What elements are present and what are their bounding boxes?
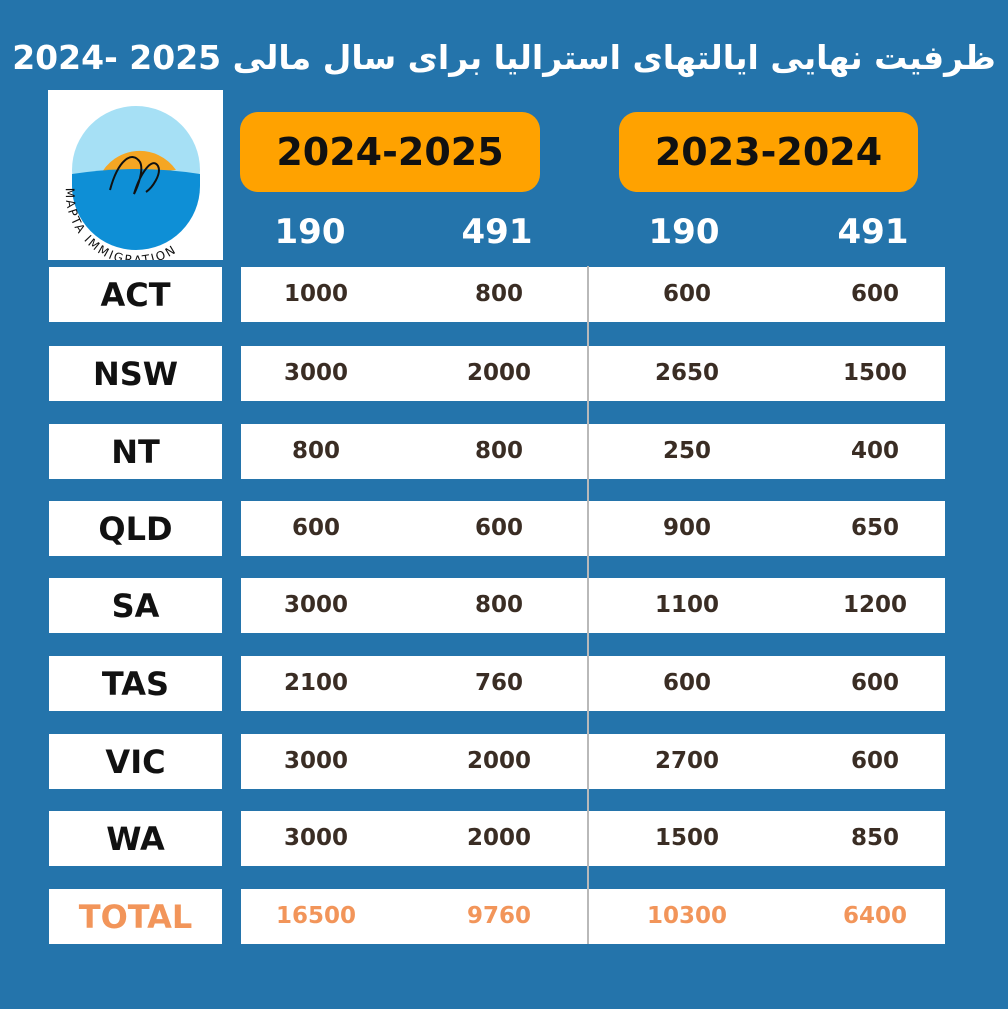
value-cell: 1500 [842, 360, 907, 386]
value-cell: 600 [291, 515, 340, 541]
value-cell: 3000 [283, 825, 348, 851]
table-row: 3000 2000 2700 600 [241, 734, 945, 789]
total-cell: 6400 [842, 903, 907, 929]
total-label: TOTAL [49, 889, 222, 944]
value-cell: 3000 [283, 592, 348, 618]
page-title: ظرفیت نهایی ایالتهای استرالیا برای سال م… [12, 38, 996, 77]
state-label: TAS [49, 656, 222, 711]
value-cell: 2100 [283, 670, 348, 696]
column-divider [587, 266, 589, 944]
value-cell: 600 [850, 281, 899, 307]
value-cell: 2000 [466, 825, 531, 851]
value-cell: 2650 [654, 360, 719, 386]
subclass-190-2023-2024: 190 [648, 212, 720, 252]
state-label: NSW [49, 346, 222, 401]
value-cell: 650 [850, 515, 899, 541]
table-row: 3000 800 1100 1200 [241, 578, 945, 633]
value-cell: 3000 [283, 360, 348, 386]
value-cell: 600 [850, 670, 899, 696]
value-cell: 1500 [654, 825, 719, 851]
total-cell: 16500 [275, 903, 357, 929]
value-cell: 800 [291, 438, 340, 464]
value-cell: 600 [662, 670, 711, 696]
subclass-491-2024-2025: 491 [461, 212, 533, 252]
logo: MAPTA IMMIGRATION [48, 90, 223, 267]
value-cell: 800 [474, 438, 523, 464]
state-label: WA [49, 811, 222, 866]
value-cell: 3000 [283, 748, 348, 774]
value-cell: 760 [474, 670, 523, 696]
state-label: SA [49, 578, 222, 633]
mapta-logo-icon: MAPTA IMMIGRATION [63, 106, 200, 267]
table-row: 3000 2000 2650 1500 [241, 346, 945, 401]
value-cell: 1200 [842, 592, 907, 618]
value-cell: 900 [662, 515, 711, 541]
year-2023-2024-header: 2023-2024 [619, 112, 918, 192]
state-label: VIC [49, 734, 222, 789]
value-cell: 400 [850, 438, 899, 464]
table-row: 2100 760 600 600 [241, 656, 945, 711]
value-cell: 1000 [283, 281, 348, 307]
state-label: QLD [49, 501, 222, 556]
value-cell: 800 [474, 281, 523, 307]
total-cell: 9760 [466, 903, 531, 929]
total-cell: 10300 [646, 903, 728, 929]
value-cell: 250 [662, 438, 711, 464]
value-cell: 800 [474, 592, 523, 618]
value-cell: 2000 [466, 748, 531, 774]
value-cell: 850 [850, 825, 899, 851]
subclass-491-2023-2024: 491 [837, 212, 909, 252]
total-row: 16500 9760 10300 6400 [241, 889, 945, 944]
subclass-190-2024-2025: 190 [274, 212, 346, 252]
table-row: 600 600 900 650 [241, 501, 945, 556]
table-row: 3000 2000 1500 850 [241, 811, 945, 866]
state-label: ACT [49, 267, 222, 322]
value-cell: 600 [850, 748, 899, 774]
table-row: 800 800 250 400 [241, 424, 945, 479]
value-cell: 1100 [654, 592, 719, 618]
value-cell: 600 [474, 515, 523, 541]
state-label: NT [49, 424, 222, 479]
value-cell: 2700 [654, 748, 719, 774]
value-cell: 2000 [466, 360, 531, 386]
year-2024-2025-header: 2024-2025 [240, 112, 540, 192]
table-row: 1000 800 600 600 [241, 267, 945, 322]
value-cell: 600 [662, 281, 711, 307]
